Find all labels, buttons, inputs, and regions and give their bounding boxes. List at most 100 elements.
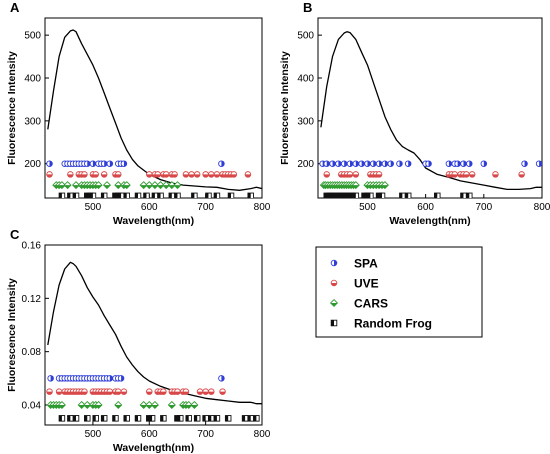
marker-fill	[58, 185, 66, 189]
marker-random-frog	[193, 415, 201, 422]
marker-uve	[146, 388, 153, 395]
legend-label-random-frog: Random Frog	[354, 317, 432, 331]
marker-fill	[188, 174, 195, 178]
marker-fill	[92, 174, 99, 178]
y-tick-label: 500	[24, 31, 41, 42]
marker-fill	[247, 415, 251, 422]
marker-uve	[208, 388, 215, 395]
marker-spa	[521, 160, 528, 167]
marker-fill	[59, 415, 62, 422]
marker-fill	[221, 375, 225, 382]
marker-uve	[219, 388, 226, 395]
marker-random-frog	[247, 415, 254, 422]
marker-spa	[454, 160, 461, 167]
marker-fill	[208, 391, 215, 395]
marker-random-frog	[352, 192, 360, 198]
marker-random-frog	[58, 192, 66, 198]
marker-uve	[451, 171, 458, 178]
marker-cars	[94, 181, 103, 190]
marker-fill	[379, 193, 382, 198]
marker-fill	[109, 375, 113, 382]
marker-random-frog	[367, 192, 374, 198]
marker-fill	[157, 185, 164, 189]
marker-spa	[375, 160, 383, 167]
marker-fill	[492, 174, 499, 178]
marker-fill	[208, 415, 212, 422]
marker-fill	[205, 193, 209, 198]
marker-uve	[518, 171, 525, 178]
marker-random-frog	[378, 192, 386, 198]
marker-cars	[122, 181, 131, 190]
legend-label-spa: SPA	[354, 257, 378, 271]
legend-item-spa: SPA	[330, 257, 378, 271]
series-cars	[319, 181, 389, 190]
marker-fill	[350, 193, 353, 198]
marker-random-frog	[177, 415, 184, 422]
marker-random-frog	[168, 192, 176, 198]
marker-fill	[228, 193, 231, 198]
marker-uve	[463, 171, 470, 178]
x-tick-label: 500	[359, 202, 376, 213]
marker-uve	[115, 171, 122, 178]
marker-fill	[90, 193, 93, 198]
marker-random-frog	[100, 192, 108, 198]
marker-uve	[115, 388, 122, 395]
marker-fill	[518, 174, 525, 178]
marker-random-frog	[460, 192, 467, 198]
marker-fill	[87, 193, 91, 198]
marker-fill	[154, 174, 161, 178]
marker-fill	[469, 174, 475, 178]
y-tick-label: 0.08	[22, 347, 42, 358]
marker-fill	[329, 193, 333, 198]
marker-random-frog	[72, 415, 80, 422]
marker-fill	[109, 160, 113, 167]
marker-fill	[174, 193, 178, 198]
series-uve	[323, 171, 525, 178]
marker-spa	[120, 160, 128, 167]
marker-fill	[121, 375, 124, 382]
marker-fill	[457, 160, 461, 167]
y-axis-label: Fluorescence Intensity	[6, 278, 18, 392]
y-tick-label: 300	[297, 116, 314, 127]
marker-fill	[323, 193, 327, 198]
marker-cars	[351, 181, 360, 190]
marker-fill	[149, 415, 153, 422]
marker-uve	[55, 388, 63, 395]
marker-cars	[150, 181, 159, 190]
marker-fill	[46, 174, 53, 178]
marker-random-frog	[160, 415, 167, 422]
marker-fill	[341, 193, 345, 198]
series-random-frog	[323, 192, 473, 198]
marker-cars	[167, 181, 176, 190]
marker-fill	[121, 391, 127, 395]
marker-fill	[95, 405, 102, 409]
marker-random-frog	[72, 192, 80, 198]
marker-fill	[81, 174, 88, 178]
marker-fill	[46, 391, 53, 395]
marker-fill	[247, 193, 251, 198]
marker-cars	[145, 400, 154, 410]
marker-random-frog	[466, 192, 473, 198]
plot-frame	[44, 244, 263, 426]
marker-fill	[332, 193, 336, 198]
marker-cars	[102, 181, 112, 190]
marker-fill	[114, 185, 122, 189]
marker-spa	[364, 160, 371, 167]
marker-fill	[67, 193, 71, 198]
marker-fill	[112, 193, 116, 198]
marker-fill	[64, 185, 71, 189]
marker-fill	[152, 193, 155, 198]
marker-fill	[160, 391, 167, 395]
marker-uve	[174, 388, 181, 395]
marker-fill	[376, 193, 380, 198]
marker-spa	[352, 160, 360, 167]
marker-fill	[151, 185, 159, 189]
y-tick-label: 200	[24, 159, 41, 170]
plot-area	[319, 31, 542, 198]
marker-random-frog	[434, 192, 441, 198]
legend: SPA UVE CARS Random Frog	[315, 246, 483, 338]
marker-fill	[81, 391, 88, 395]
marker-fill	[361, 193, 365, 198]
marker-fill	[95, 185, 102, 189]
marker-uve	[154, 171, 161, 178]
